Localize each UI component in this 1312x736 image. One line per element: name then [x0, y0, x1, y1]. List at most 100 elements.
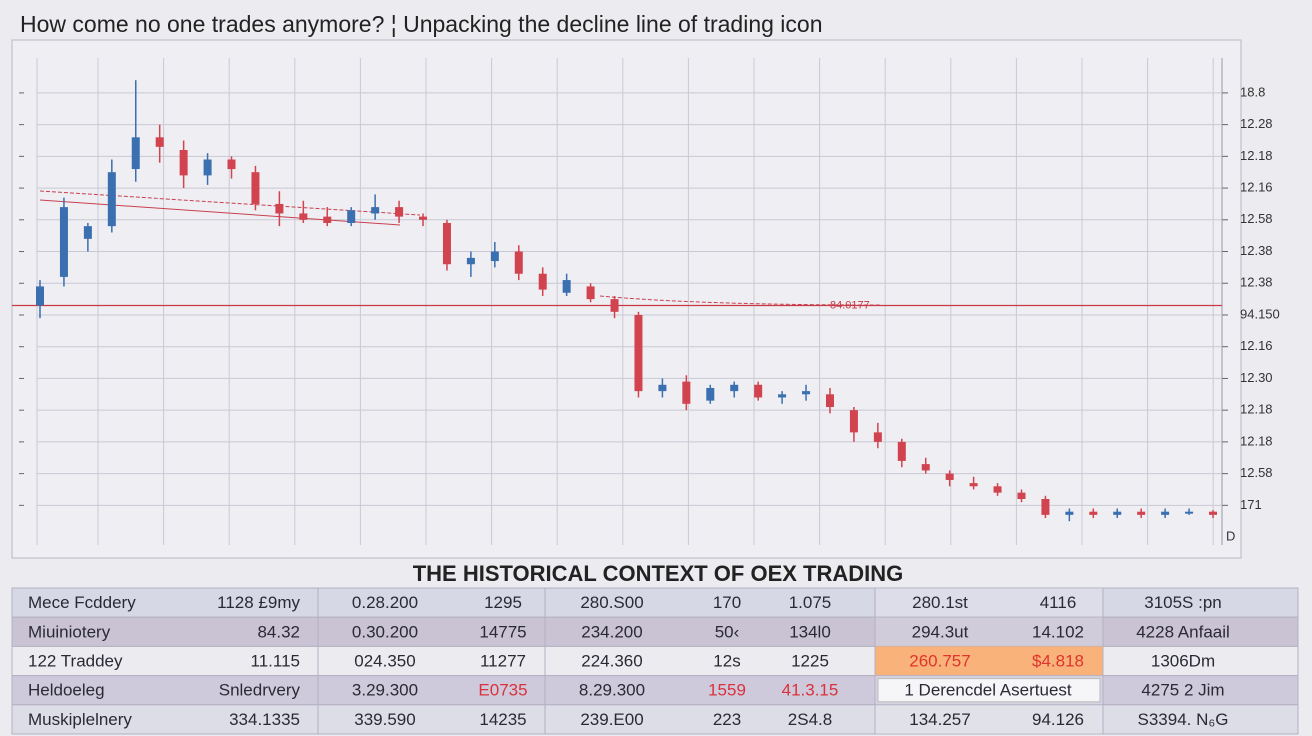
candle-body: [395, 207, 404, 217]
candle-body: [107, 172, 116, 227]
candle-body: [419, 216, 428, 220]
note-box: [877, 678, 1101, 703]
table-cell: 239.E00: [580, 710, 643, 729]
y-tick-label: 12.28: [1240, 116, 1273, 131]
candle-body: [1041, 498, 1050, 515]
table-group-shade: [875, 588, 1103, 618]
table-cell: 1225: [791, 651, 829, 670]
candle-body: [586, 286, 595, 300]
table-cell: 170: [713, 593, 741, 612]
y-tick-label: 12.38: [1240, 275, 1273, 290]
y-tick-label: 18.8: [1240, 84, 1265, 99]
reference-label: 84.0177: [830, 299, 870, 311]
page-title: How come no one trades anymore? ¦ Unpack…: [20, 11, 823, 37]
table-cell: 1306Dm: [1151, 651, 1215, 670]
table-cell: Miuiniotery: [28, 622, 111, 641]
candle-body: [682, 381, 691, 404]
table-cell: 4275 2 Jim: [1141, 681, 1224, 700]
table-cell: 0.30.200: [352, 622, 418, 641]
candle-body: [1137, 511, 1146, 515]
table-cell: 134.257: [909, 710, 970, 729]
candle-body: [610, 299, 619, 312]
section-title: THE HISTORICAL CONTEXT OF OEX TRADING: [413, 561, 904, 586]
table-cell: 94.126: [1032, 710, 1084, 729]
candle-body: [490, 251, 499, 262]
candle-body: [921, 464, 930, 471]
table-group-shade: [875, 704, 1103, 734]
candle-body: [203, 159, 212, 176]
table-cell: 14.102: [1032, 622, 1084, 641]
candle-body: [825, 394, 834, 407]
trend-line: [599, 295, 881, 306]
table-row: [11, 675, 1299, 706]
candle-body: [969, 483, 978, 487]
y-tick-label: 12.58: [1240, 211, 1273, 226]
table-cell: 280.1st: [912, 593, 968, 612]
table-cell: 41.3.15: [782, 681, 839, 700]
y-tick-label: 12.18: [1240, 433, 1273, 448]
y-tick-label: 12.30: [1240, 370, 1273, 385]
candle-body: [323, 216, 332, 223]
table-cell: Mece Fcddery: [28, 593, 136, 612]
candle-body: [131, 137, 140, 170]
candle-body: [251, 172, 260, 204]
table-row: [11, 645, 1299, 677]
y-tick-label: 12.16: [1240, 180, 1273, 195]
candle-body: [993, 486, 1002, 493]
table-cell: 024.350: [354, 651, 415, 670]
grid: 18.8 12.28 12.18 12.16 12.58 12.38 12.38 94.150…: [12, 58, 1280, 545]
table-cell: 223: [713, 710, 741, 729]
candle-body: [347, 210, 356, 223]
y-tick-label: 12.58: [1240, 465, 1273, 480]
table-cell: 339.590: [354, 710, 415, 729]
candle-body: [802, 391, 811, 395]
table: Mece Fcddery 1128 £9my 0.28.200 1295 280.S00…: [11, 587, 1299, 735]
table-cell: 1295: [484, 593, 522, 612]
candle-body: [730, 384, 739, 392]
candle-body: [1185, 511, 1194, 514]
table-cell: Muskiplelnery: [28, 710, 132, 729]
table-cell: Snledrvery: [219, 681, 301, 700]
candle-body: [1089, 511, 1098, 515]
trend-line: [39, 190, 421, 216]
table-cell: 294.3ut: [912, 622, 969, 641]
candle-body: [634, 314, 643, 392]
candle-body: [514, 251, 523, 274]
table-cell: 8.29.300: [579, 681, 645, 700]
table-cell: 280.S00: [580, 593, 643, 612]
table-cell: 14235: [479, 710, 526, 729]
table-cell: 1559: [708, 681, 746, 700]
table-cell: Heldoeleg: [28, 681, 105, 700]
candle-body: [538, 273, 547, 290]
table-cell: 2S4.8: [788, 710, 832, 729]
candle-body: [179, 150, 188, 176]
candle-body: [371, 207, 380, 214]
candle-body: [562, 280, 571, 293]
candle-body: [227, 159, 236, 170]
candle-body: [36, 286, 44, 306]
table-cell: 1.075: [789, 593, 832, 612]
candle-body: [83, 226, 92, 239]
table-cell: 3.29.300: [352, 681, 418, 700]
candle-body: [849, 410, 858, 433]
table-row: [11, 587, 1299, 618]
y-tick-label: 94.150: [1240, 306, 1280, 321]
table-cell: 334.1335: [229, 710, 300, 729]
candle-body: [59, 207, 68, 277]
trend-line: [39, 199, 401, 226]
table-cell: 3105S :pn: [1144, 593, 1222, 612]
table-cell: E0735: [478, 681, 527, 700]
candle-body: [299, 213, 308, 220]
table-cell: 11.115: [251, 651, 300, 670]
candle-body: [1065, 511, 1074, 515]
candle-body: [1161, 511, 1170, 515]
candle-body: [873, 432, 882, 442]
candle-body: [945, 473, 954, 480]
table-row: [11, 704, 1299, 735]
chart-frame: [11, 39, 1242, 559]
table-cell: 4228 Anfaail: [1136, 622, 1230, 641]
table-cell: $4.818: [1032, 651, 1084, 670]
table-cell: 134l0: [789, 622, 831, 641]
candle-body: [466, 257, 475, 265]
